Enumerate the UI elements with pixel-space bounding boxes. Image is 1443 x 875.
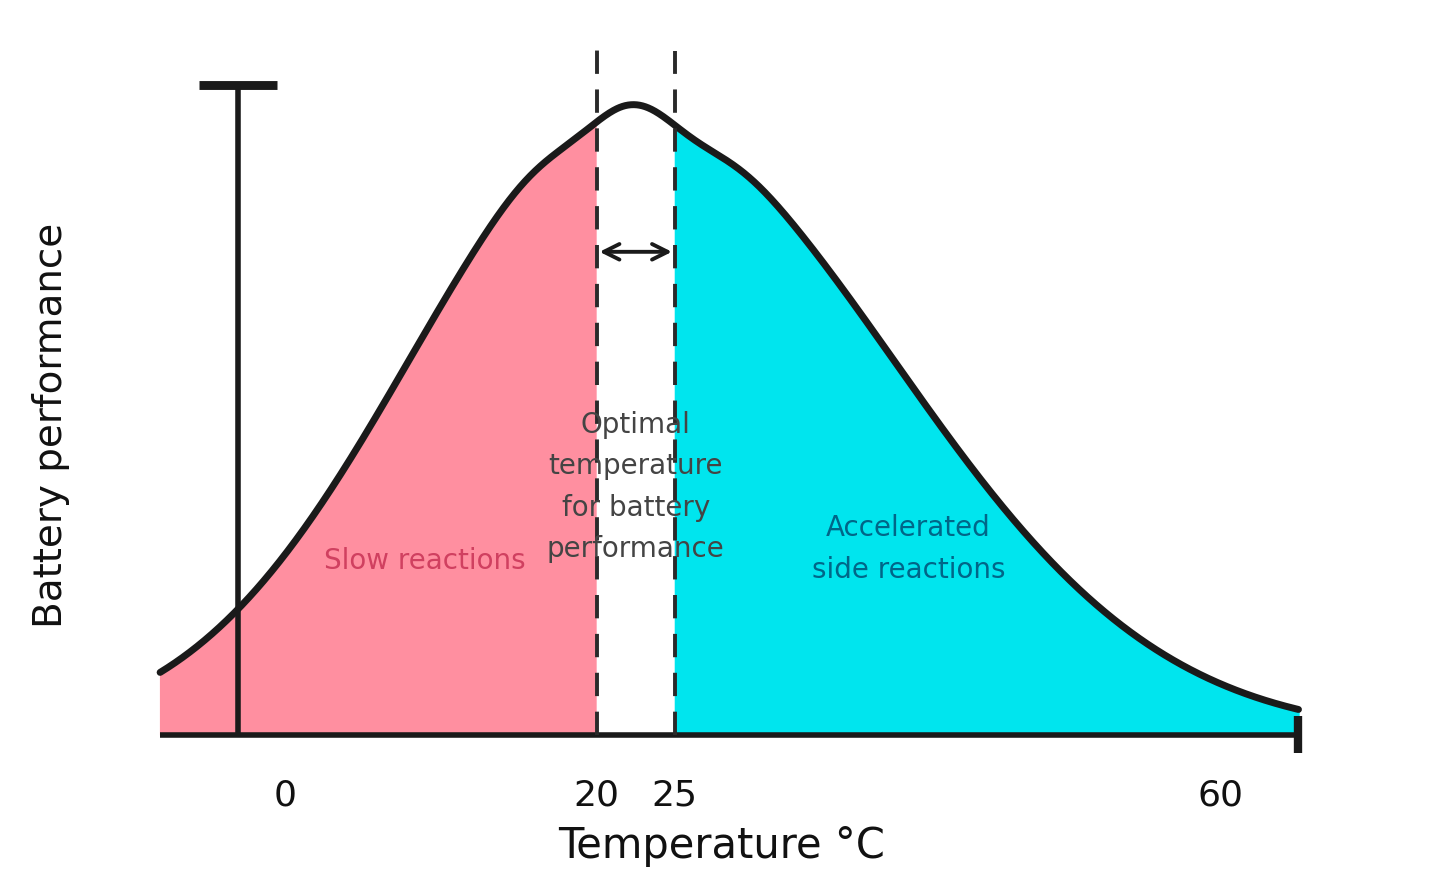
Text: 60: 60 <box>1198 778 1244 812</box>
Text: 0: 0 <box>273 778 296 812</box>
Text: Optimal
temperature
for battery
performance: Optimal temperature for battery performa… <box>547 411 724 563</box>
Text: Temperature °C: Temperature °C <box>558 824 885 866</box>
Text: Slow reactions: Slow reactions <box>325 548 527 576</box>
Text: Accelerated
side reactions: Accelerated side reactions <box>812 514 1006 584</box>
Text: 25: 25 <box>652 778 698 812</box>
Text: Battery performance: Battery performance <box>32 222 69 627</box>
Text: 20: 20 <box>574 778 619 812</box>
